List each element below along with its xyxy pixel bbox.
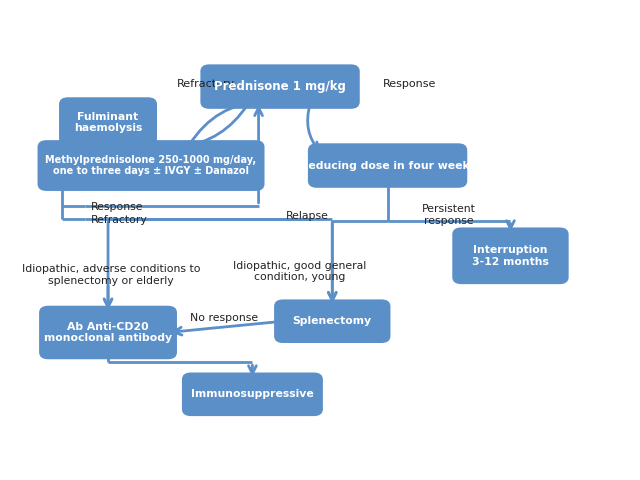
FancyBboxPatch shape — [453, 228, 568, 283]
Text: No response: No response — [191, 312, 259, 323]
Text: Persistent
response: Persistent response — [422, 204, 476, 226]
Text: Idiopathic, adverse conditions to
splenectomy or elderly: Idiopathic, adverse conditions to splene… — [22, 264, 200, 286]
FancyBboxPatch shape — [183, 373, 322, 415]
FancyBboxPatch shape — [40, 307, 176, 358]
Text: Idiopathic, good general
condition, young: Idiopathic, good general condition, youn… — [233, 261, 366, 282]
Text: Ab Anti-CD20
monoclonal antibody: Ab Anti-CD20 monoclonal antibody — [44, 322, 172, 343]
Text: Prednisone 1 mg/kg: Prednisone 1 mg/kg — [214, 80, 346, 93]
Text: Fulminant
haemolysis: Fulminant haemolysis — [74, 112, 142, 133]
Text: Response: Response — [91, 202, 143, 212]
Text: Response: Response — [383, 79, 436, 89]
FancyBboxPatch shape — [309, 144, 466, 187]
FancyBboxPatch shape — [60, 98, 156, 147]
Text: Refractory: Refractory — [177, 79, 236, 89]
Text: Splenectomy: Splenectomy — [292, 316, 372, 326]
Text: Relapse: Relapse — [286, 211, 329, 221]
Text: Methylprednisolone 250-1000 mg/day,
one to three days ± IVGY ± Danazol: Methylprednisolone 250-1000 mg/day, one … — [45, 155, 257, 176]
FancyBboxPatch shape — [202, 65, 358, 108]
Text: Reducing dose in four weeks: Reducing dose in four weeks — [300, 160, 476, 170]
FancyBboxPatch shape — [38, 141, 264, 190]
Text: Immunosuppressive: Immunosuppressive — [191, 389, 314, 399]
Text: Refractory: Refractory — [91, 215, 148, 225]
Text: Interruption
3-12 months: Interruption 3-12 months — [472, 245, 549, 266]
FancyBboxPatch shape — [275, 300, 389, 342]
